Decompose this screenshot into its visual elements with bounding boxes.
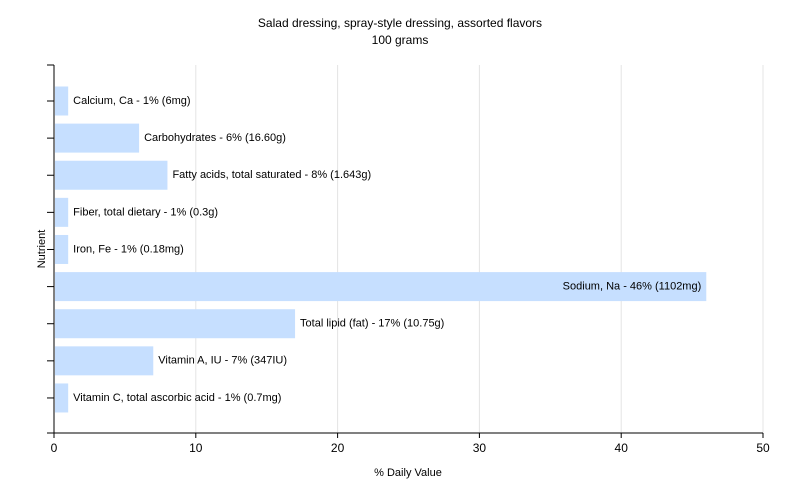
x-tick-label: 30 <box>473 441 487 455</box>
bar <box>55 383 69 413</box>
x-tick-label: 40 <box>615 441 629 455</box>
bar <box>55 160 168 190</box>
x-tick-label: 20 <box>331 441 345 455</box>
bar <box>55 234 69 264</box>
bar-label: Carbohydrates - 6% (16.60g) <box>144 132 286 144</box>
x-tick-label: 10 <box>189 441 203 455</box>
bar-label: Calcium, Ca - 1% (6mg) <box>73 95 190 107</box>
x-tick-label: 0 <box>51 441 58 455</box>
bar-label: Fiber, total dietary - 1% (0.3g) <box>73 206 218 218</box>
bar-label: Iron, Fe - 1% (0.18mg) <box>73 243 184 255</box>
gridlines <box>195 65 764 433</box>
bar-label: Fatty acids, total saturated - 8% (1.643… <box>172 169 371 181</box>
bar <box>55 346 154 376</box>
chart-subtitle: 100 grams <box>372 33 429 47</box>
bar-label: Vitamin A, IU - 7% (347IU) <box>158 355 287 367</box>
chart-title: Salad dressing, spray-style dressing, as… <box>258 16 542 30</box>
bar-label: Sodium, Na - 46% (1102mg) <box>563 281 702 293</box>
bar <box>55 86 69 116</box>
x-tick-label: 50 <box>756 441 770 455</box>
bar <box>55 123 140 153</box>
ticks: 0 10 20 30 40 50 <box>47 64 770 455</box>
y-axis-label: Nutrient <box>36 230 48 269</box>
bars: Calcium, Ca - 1% (6mg) Carbohydrates - 6%… <box>55 86 707 413</box>
bar <box>55 309 296 339</box>
bar-label: Vitamin C, total ascorbic acid - 1% (0.7… <box>73 392 281 404</box>
bar <box>55 197 69 227</box>
x-axis-label: % Daily Value <box>374 467 442 479</box>
bar <box>55 272 707 302</box>
bar-label: Total lipid (fat) - 17% (10.75g) <box>300 318 444 330</box>
